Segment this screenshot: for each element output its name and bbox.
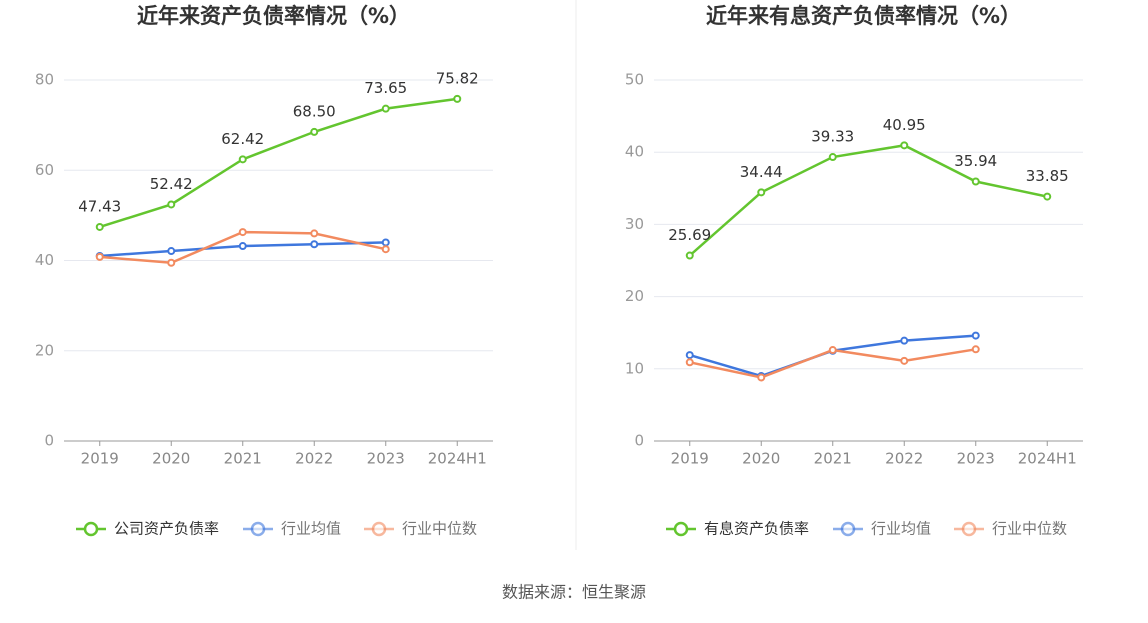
data-point <box>310 127 319 136</box>
data-point <box>971 345 980 354</box>
x-tick-label: 2023 <box>957 450 995 468</box>
legend-label: 行业均值 <box>871 520 931 538</box>
chart-title: 近年来资产负债率情况（%） <box>137 4 410 28</box>
data-point <box>685 351 694 360</box>
y-tick-label: 30 <box>625 215 644 233</box>
y-tick-label: 40 <box>625 143 644 161</box>
data-point <box>167 258 176 267</box>
data-point <box>971 331 980 340</box>
y-tick-label: 60 <box>35 161 54 179</box>
data-point <box>381 245 390 254</box>
legend-marker <box>250 521 266 537</box>
legend-marker <box>673 521 689 537</box>
data-label: 40.95 <box>883 116 926 134</box>
data-label: 73.65 <box>364 79 407 97</box>
x-tick-label: 2024H1 <box>1018 450 1077 468</box>
y-tick-label: 80 <box>35 71 54 89</box>
series-line <box>99 97 458 229</box>
data-point <box>238 228 247 237</box>
data-point <box>828 153 837 162</box>
x-tick-label: 2022 <box>885 450 923 468</box>
legend-marker <box>961 521 977 537</box>
legend-marker <box>840 521 856 537</box>
legend-label: 行业中位数 <box>402 520 477 538</box>
x-tick-label: 2021 <box>224 450 262 468</box>
y-tick-label: 20 <box>625 287 644 305</box>
x-tick-label: 2021 <box>814 450 852 468</box>
y-tick-label: 20 <box>35 341 54 359</box>
source-note: 数据来源：恒生聚源 <box>502 583 646 602</box>
data-point <box>381 238 390 247</box>
data-label: 75.82 <box>436 69 479 87</box>
x-tick-label: 2019 <box>671 450 709 468</box>
data-label: 47.43 <box>78 197 121 215</box>
y-tick-label: 50 <box>625 71 644 89</box>
x-tick-label: 2022 <box>295 450 333 468</box>
data-label: 33.85 <box>1026 167 1069 185</box>
data-point <box>971 177 980 186</box>
data-label: 25.69 <box>668 226 711 244</box>
data-point <box>238 242 247 251</box>
data-point <box>900 356 909 365</box>
data-point <box>310 229 319 238</box>
data-label: 34.44 <box>740 163 783 181</box>
x-tick-label: 2019 <box>81 450 119 468</box>
data-label: 62.42 <box>221 130 264 148</box>
data-label: 68.50 <box>293 102 336 120</box>
y-tick-label: 0 <box>634 432 644 450</box>
data-point <box>95 222 104 231</box>
data-point <box>828 346 837 355</box>
data-label: 39.33 <box>811 128 854 146</box>
data-point <box>381 104 390 113</box>
legend-label: 行业中位数 <box>992 520 1067 538</box>
x-tick-label: 2020 <box>742 450 780 468</box>
data-point <box>900 141 909 150</box>
data-label: 52.42 <box>150 175 193 193</box>
data-point <box>453 94 462 103</box>
data-point <box>238 155 247 164</box>
y-tick-label: 10 <box>625 359 644 377</box>
legend-label: 公司资产负债率 <box>114 520 219 538</box>
data-point <box>1043 192 1052 201</box>
data-point <box>757 188 766 197</box>
data-point <box>167 200 176 209</box>
data-point <box>685 251 694 260</box>
legend-label: 有息资产负债率 <box>704 520 809 538</box>
legend-marker <box>83 521 99 537</box>
chart-title: 近年来有息资产负债率情况（%） <box>706 4 1021 28</box>
data-point <box>310 240 319 249</box>
data-point <box>900 336 909 345</box>
x-tick-label: 2024H1 <box>428 450 487 468</box>
x-tick-label: 2023 <box>367 450 405 468</box>
legend-marker <box>371 521 387 537</box>
y-tick-label: 40 <box>35 251 54 269</box>
series-line <box>688 144 1048 257</box>
legend-label: 行业均值 <box>281 520 341 538</box>
data-point <box>757 373 766 382</box>
y-tick-label: 0 <box>44 432 54 450</box>
data-point <box>95 252 104 261</box>
x-tick-label: 2020 <box>152 450 190 468</box>
data-point <box>685 358 694 367</box>
data-label: 35.94 <box>954 152 997 170</box>
data-point <box>167 247 176 256</box>
